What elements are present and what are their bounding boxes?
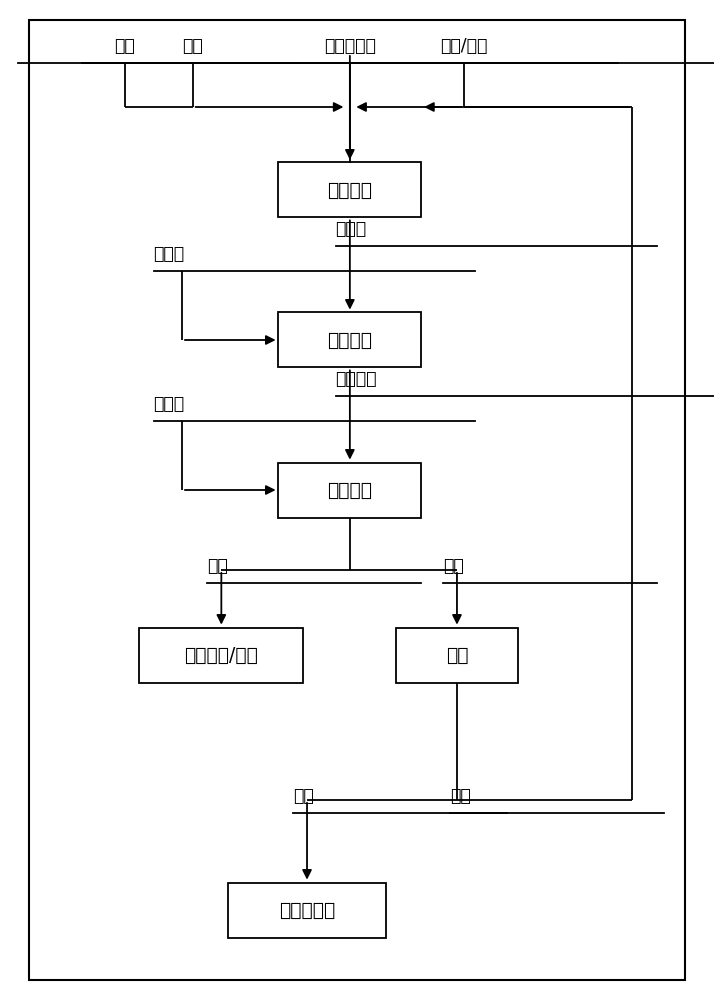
Bar <box>396 628 518 683</box>
Text: 液相: 液相 <box>207 557 228 575</box>
Bar <box>228 882 386 938</box>
Bar <box>278 462 421 518</box>
Text: 浸出液: 浸出液 <box>336 220 367 238</box>
Text: 纯水: 纯水 <box>182 37 203 55</box>
Text: 蒸汽: 蒸汽 <box>114 37 136 55</box>
Text: 渣相: 渣相 <box>293 787 313 805</box>
Text: 渣相: 渣相 <box>443 557 463 575</box>
Bar <box>278 312 421 367</box>
Text: 蒸发结晶/外卖: 蒸发结晶/外卖 <box>184 646 258 664</box>
Text: 硫酸/盐酸: 硫酸/盐酸 <box>441 37 488 55</box>
Text: 氧化后液: 氧化后液 <box>336 370 377 388</box>
Text: 中和剂: 中和剂 <box>154 395 185 413</box>
Bar <box>278 162 421 217</box>
Text: 氧化亚铁: 氧化亚铁 <box>327 330 373 350</box>
Text: 洗渣: 洗渣 <box>446 646 468 664</box>
Text: 加热酸浸: 加热酸浸 <box>327 180 373 200</box>
Text: 液相: 液相 <box>450 787 471 805</box>
Text: 钴豆、钴板: 钴豆、钴板 <box>324 37 376 55</box>
Text: 钴液分离: 钴液分离 <box>327 481 373 499</box>
Bar <box>139 628 303 683</box>
Text: 钴精矿浸出: 钴精矿浸出 <box>279 900 335 920</box>
Text: 氧化剂: 氧化剂 <box>154 245 185 263</box>
